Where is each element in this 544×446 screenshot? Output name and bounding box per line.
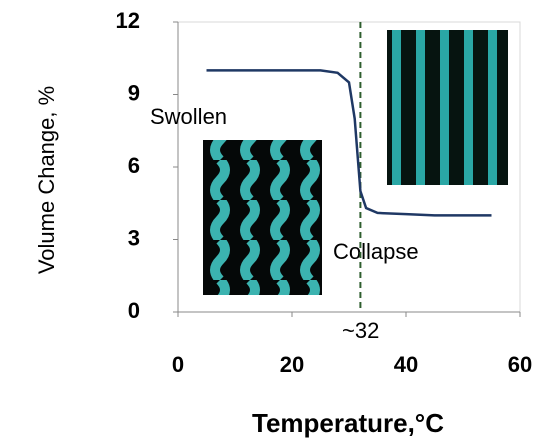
inset-image-swollen	[203, 140, 322, 295]
inset-image-collapsed	[387, 30, 508, 185]
y-tick-label: 6	[128, 153, 140, 178]
x-tick-label: 0	[172, 352, 184, 377]
x-tick-label: 40	[394, 352, 418, 377]
x-axis-title: Temperature,°C	[252, 408, 444, 438]
annotation: Swollen	[150, 104, 227, 129]
y-tick-label: 12	[116, 8, 140, 33]
y-tick-label: 9	[128, 80, 140, 105]
chart: Temperature,°C Volume Change, % Swollen …	[0, 0, 544, 446]
annotation: ~32	[342, 318, 379, 343]
y-tick-label: 3	[128, 225, 140, 250]
x-tick-label: 20	[280, 352, 304, 377]
annotation: Collapse	[333, 239, 419, 264]
y-tick-label: 0	[128, 298, 140, 323]
x-tick-label: 60	[508, 352, 532, 377]
y-axis-title: Volume Change, %	[34, 86, 59, 274]
